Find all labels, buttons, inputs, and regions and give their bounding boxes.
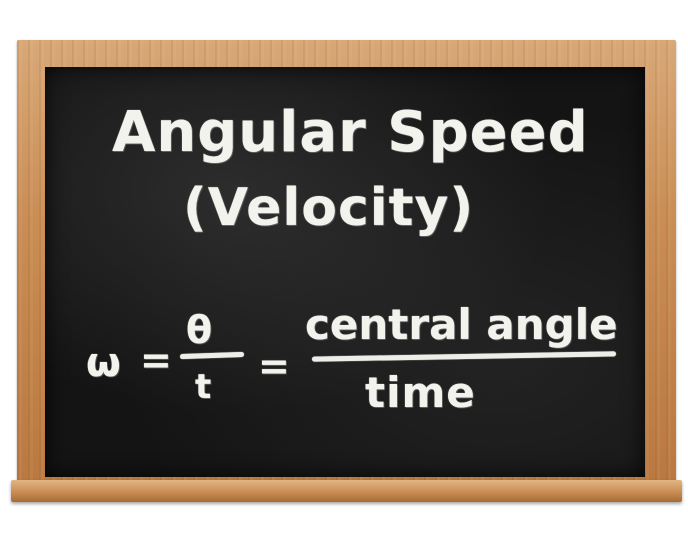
denominator-text: time xyxy=(365,368,476,417)
chalkboard-surface xyxy=(45,67,645,477)
numerator-text: central angle xyxy=(305,300,618,349)
title-line-1: Angular Speed xyxy=(112,100,589,165)
equals-sign-1: = xyxy=(140,338,173,382)
theta-symbol: θ xyxy=(186,308,214,352)
equals-sign-2: = xyxy=(258,344,291,388)
omega-symbol: ω xyxy=(86,340,122,386)
chalk-ledge xyxy=(11,480,682,502)
title-line-2: (Velocity) xyxy=(183,178,475,238)
t-symbol: t xyxy=(195,367,213,407)
